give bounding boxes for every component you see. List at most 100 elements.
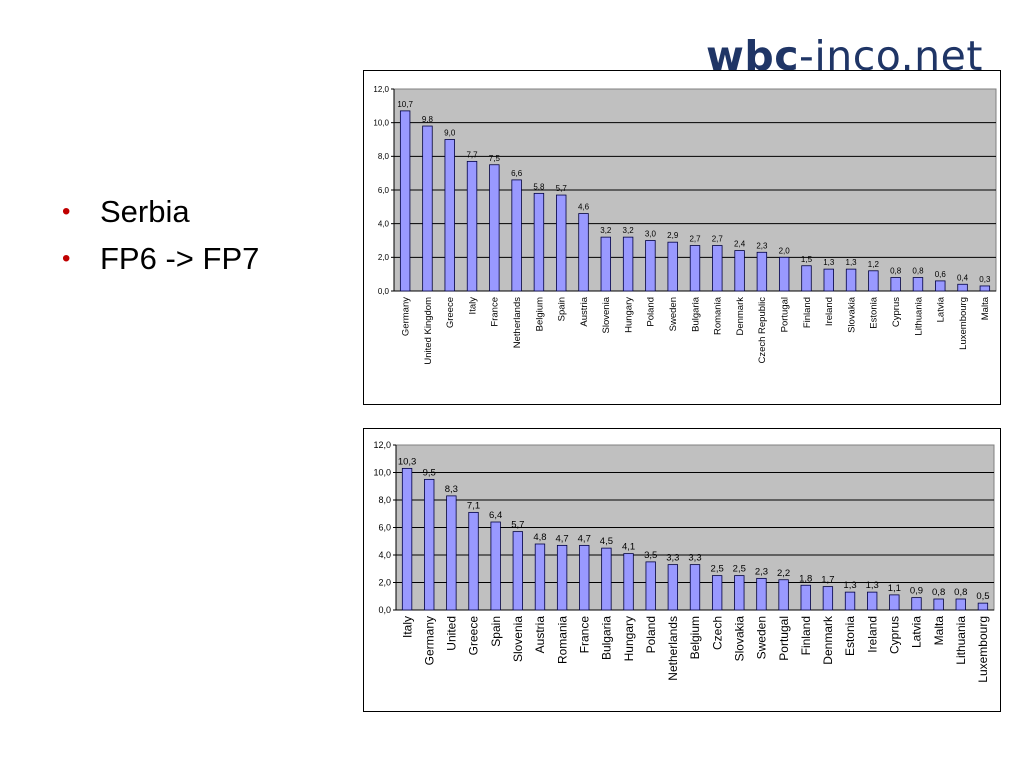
data-label: 5,7 xyxy=(511,520,524,531)
data-label: 10,7 xyxy=(397,100,413,109)
bar xyxy=(689,245,701,292)
category-label: Finland xyxy=(799,616,813,655)
y-tick-label: 6,0 xyxy=(378,523,391,533)
bar xyxy=(578,213,589,292)
bar xyxy=(822,586,834,611)
bar xyxy=(868,270,879,292)
data-label: 4,5 xyxy=(600,536,613,547)
data-label: 9,8 xyxy=(422,115,434,124)
bar xyxy=(556,194,567,292)
bar xyxy=(844,591,856,611)
data-label: 4,7 xyxy=(578,533,591,544)
category-label: Luxembourg xyxy=(976,616,990,683)
category-label: Slovakia xyxy=(846,296,857,333)
category-label: Slovenia xyxy=(511,616,525,662)
category-label: Slovenia xyxy=(601,296,612,333)
bar xyxy=(489,164,500,292)
category-label: United Kingdom xyxy=(423,297,434,365)
bullet-dot-icon: • xyxy=(62,198,71,225)
category-label: Hungary xyxy=(622,616,636,661)
category-label: France xyxy=(577,616,591,654)
bar xyxy=(601,547,612,611)
bar xyxy=(979,285,991,292)
data-label: 1,3 xyxy=(823,258,835,267)
data-label: 1,3 xyxy=(866,580,879,591)
category-label: Italy xyxy=(400,616,414,638)
category-label: Ireland xyxy=(865,616,879,653)
y-tick-label: 12,0 xyxy=(373,85,389,94)
data-label: 2,0 xyxy=(779,246,791,255)
bar xyxy=(399,110,411,292)
category-label: Belgium xyxy=(534,297,545,331)
data-label: 0,4 xyxy=(957,273,969,282)
y-tick-label: 12,0 xyxy=(373,440,391,450)
data-label: 1,5 xyxy=(801,255,813,264)
data-label: 4,8 xyxy=(533,532,546,543)
y-tick-label: 10,0 xyxy=(373,118,389,127)
y-tick-label: 4,0 xyxy=(378,219,390,228)
bar xyxy=(533,192,545,292)
data-label: 7,5 xyxy=(489,154,501,163)
data-label: 0,3 xyxy=(979,275,991,284)
bar xyxy=(689,564,701,611)
bar xyxy=(579,544,590,611)
data-label: 7,1 xyxy=(467,500,480,511)
y-tick-label: 0,0 xyxy=(378,287,390,296)
data-label: 0,8 xyxy=(932,587,945,598)
bullet-text: FP6 -> FP7 xyxy=(100,241,260,276)
category-label: Ireland xyxy=(824,297,835,326)
data-label: 5,8 xyxy=(533,182,545,191)
bar xyxy=(622,236,634,292)
bar xyxy=(756,251,768,292)
data-label: 3,5 xyxy=(644,550,657,561)
bar xyxy=(935,280,946,292)
data-label: 3,2 xyxy=(600,226,612,235)
data-label: 2,5 xyxy=(711,564,724,575)
bar xyxy=(890,277,901,292)
category-label: Sweden xyxy=(668,297,679,331)
bar xyxy=(623,553,634,611)
category-label: Spain xyxy=(489,616,503,647)
category-label: Lithuania xyxy=(954,616,968,665)
category-label: Latvia xyxy=(936,296,947,322)
data-label: 5,7 xyxy=(556,184,568,193)
data-label: 7,7 xyxy=(466,150,478,159)
data-label: 2,2 xyxy=(777,568,790,579)
category-label: Malta xyxy=(932,616,946,646)
category-label: Latvia xyxy=(910,616,924,648)
bar xyxy=(823,268,834,292)
category-label: Czech Republic xyxy=(757,297,768,364)
y-tick-label: 6,0 xyxy=(378,186,390,195)
category-label: Portugal xyxy=(780,297,791,332)
data-label: 0,8 xyxy=(954,587,967,598)
y-tick-label: 10,0 xyxy=(373,468,391,478)
data-label: 8,3 xyxy=(445,484,458,495)
category-label: Greece xyxy=(467,616,481,656)
data-label: 6,4 xyxy=(489,510,502,521)
data-label: 2,7 xyxy=(689,235,701,244)
category-label: Spain xyxy=(557,297,568,321)
category-label: Hungary xyxy=(623,297,634,333)
category-label: Poland xyxy=(646,297,657,327)
category-label: Austria xyxy=(579,296,590,326)
bar xyxy=(800,584,811,611)
category-label: Cyprus xyxy=(888,616,902,654)
category-label: Malta xyxy=(980,296,991,320)
bar xyxy=(756,577,767,611)
category-label: Italy xyxy=(467,297,478,315)
bar xyxy=(512,531,523,611)
bar xyxy=(667,241,678,292)
bullet-dot-icon: • xyxy=(62,245,71,272)
bar xyxy=(711,575,723,611)
category-label: Germany xyxy=(422,616,436,665)
category-label: Slovakia xyxy=(732,616,746,662)
fp7-bar-chart: 0,0 2,0 4,0 6,0 8,0 10,0 12,0 10,3 Italy 9,5 Germa… xyxy=(363,428,1001,712)
category-label: Cyprus xyxy=(891,297,902,327)
data-label: 2,3 xyxy=(755,566,768,577)
data-label: 9,0 xyxy=(444,129,456,138)
category-label: Estonia xyxy=(843,616,857,656)
data-label: 2,9 xyxy=(667,231,679,240)
category-label: Romania xyxy=(555,616,569,664)
bar xyxy=(912,277,924,292)
bar xyxy=(534,543,546,611)
